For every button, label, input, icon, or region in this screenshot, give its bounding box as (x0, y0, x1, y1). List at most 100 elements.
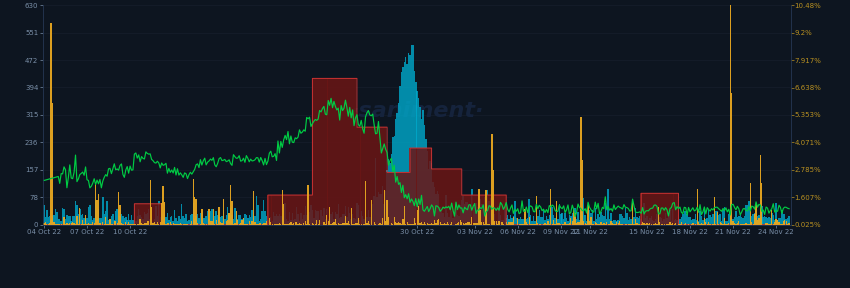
Bar (184, 218, 185, 225)
Bar (573, 209, 575, 225)
Bar (445, 224, 446, 225)
Bar (137, 224, 138, 225)
Bar (314, 210, 316, 225)
Bar (760, 155, 761, 225)
Bar (395, 173, 396, 225)
Bar (171, 223, 173, 225)
Bar (419, 148, 421, 225)
Bar (468, 195, 470, 225)
Bar (662, 193, 664, 225)
Bar (394, 173, 395, 225)
Bar (271, 221, 273, 225)
Bar (105, 211, 106, 225)
Bar (421, 148, 422, 225)
Bar (43, 204, 45, 225)
Bar (156, 216, 158, 225)
Bar (508, 222, 510, 225)
Bar (396, 173, 398, 225)
Bar (100, 218, 102, 225)
Bar (642, 221, 643, 225)
Bar (246, 223, 247, 225)
Bar (247, 224, 248, 225)
Bar (320, 78, 322, 225)
Bar (435, 223, 437, 225)
Bar (212, 209, 214, 225)
Bar (660, 224, 662, 225)
Bar (45, 222, 46, 225)
Bar (682, 214, 683, 225)
Bar (49, 216, 50, 225)
Bar (593, 224, 594, 225)
Bar (319, 220, 320, 225)
Bar (72, 222, 73, 225)
Bar (211, 209, 212, 225)
Bar (445, 169, 446, 225)
Bar (352, 78, 354, 225)
Bar (218, 207, 220, 225)
Bar (637, 223, 638, 225)
Bar (566, 218, 567, 225)
Bar (415, 148, 416, 225)
Bar (766, 223, 767, 225)
Bar (438, 219, 439, 225)
Bar (525, 222, 527, 225)
Bar (73, 223, 75, 225)
Bar (133, 204, 135, 225)
Bar (325, 219, 326, 225)
Bar (152, 204, 154, 225)
Bar (220, 222, 221, 225)
Bar (717, 212, 718, 225)
Bar (56, 212, 58, 225)
Bar (616, 222, 617, 225)
Bar (512, 222, 513, 225)
Bar (412, 224, 414, 225)
Bar (158, 224, 160, 225)
Bar (139, 204, 141, 225)
Bar (98, 209, 99, 225)
Bar (254, 216, 256, 225)
Bar (517, 221, 518, 225)
Bar (504, 206, 506, 225)
Bar (279, 195, 280, 225)
Bar (581, 211, 583, 225)
Bar (531, 224, 533, 225)
Bar (461, 222, 462, 225)
Bar (398, 222, 399, 225)
Bar (510, 215, 511, 225)
Bar (146, 213, 148, 225)
Bar (382, 218, 383, 225)
Bar (204, 218, 206, 225)
Bar (304, 195, 306, 225)
Bar (590, 213, 592, 225)
Bar (43, 223, 44, 225)
Bar (164, 216, 165, 225)
Bar (371, 200, 372, 225)
Bar (681, 222, 682, 225)
Bar (248, 221, 250, 225)
Bar (285, 195, 286, 225)
Bar (229, 213, 230, 225)
Bar (638, 218, 639, 225)
Bar (642, 221, 643, 225)
Bar (156, 204, 158, 225)
Bar (372, 204, 373, 225)
Bar (689, 217, 691, 225)
Bar (437, 169, 438, 225)
Bar (244, 214, 246, 225)
Bar (323, 78, 325, 225)
Bar (564, 213, 566, 225)
Bar (456, 215, 458, 225)
Bar (69, 216, 71, 225)
Bar (116, 209, 118, 225)
Bar (434, 169, 435, 225)
Bar (708, 210, 710, 225)
Bar (416, 91, 418, 225)
Bar (587, 219, 589, 225)
Bar (487, 195, 488, 225)
Bar (742, 218, 744, 225)
Bar (423, 148, 425, 225)
Bar (547, 219, 548, 225)
Bar (114, 221, 115, 225)
Bar (618, 223, 619, 225)
Bar (629, 217, 631, 225)
